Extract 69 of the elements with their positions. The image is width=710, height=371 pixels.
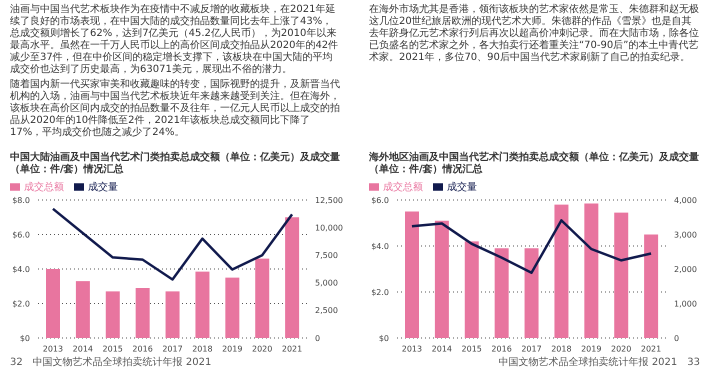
bar [76,281,90,338]
y2-tick-label: 0 [674,334,680,343]
bar [524,248,539,338]
x-tick-label: 2018 [551,344,572,354]
line-series [52,208,294,281]
bar [166,291,180,338]
text: 32 中国文物艺术品全球拍卖统计年报 2021 [10,357,212,369]
y-tick-label: $6.0 [12,230,30,240]
y2-tick-label: 5,000 [315,278,338,288]
chart-title: 海外地区油画及中国当代艺术门类拍卖总成交额（单位：亿美元）及成交量（单位：件/套）情况汇总 [369,152,700,176]
bar [46,269,60,338]
bar [255,258,270,338]
y-tick-label: $4.0 [371,242,389,251]
x-tick-label: 2013 [42,344,64,354]
y2-tick-label: 2,000 [674,264,697,274]
bar [614,212,628,338]
bar [106,291,120,338]
x-tick-label: 2017 [162,344,183,354]
x-tick-label: 2015 [462,344,482,354]
y2-tick-label: 4,000 [674,196,697,205]
text: 油画与中国当代艺术板块作为在疫情中不减反增的收藏板块，在2021年延续了良好的市场表现，在中国大陆的成交拍品数量同比去年上涨了43%，总成交额则增长了62%，达到7亿美元（45.2亿人民币），为2010年以来最高水平。虽然在一千万人民币以上的高价区间成交拍品从2020年的42件减少至37件，但在中价区间的稳定增长支撑下，该板块在中国大陆的平均成交价也达到了历史最高，为63071美元，展现出不俗的潜力。 [10,4,340,76]
y2-tick-label: 12,500 [315,196,343,205]
bar [464,241,479,338]
bar [584,203,598,338]
y2-tick-label: 10,000 [315,223,343,232]
bar [195,272,210,338]
y2-tick-label: 3,000 [674,230,697,240]
legend-label: 成交总额 [24,182,64,193]
y2-tick-label: 1,000 [674,299,697,308]
y2-tick-label: 2,500 [315,306,338,316]
y-tick-label: $0 [20,334,30,343]
text: 中国文物艺术品全球拍卖统计年报 2021 33 [498,357,700,369]
x-tick-label: 2017 [521,344,542,354]
x-tick-label: 2014 [72,344,94,354]
bar [285,217,300,338]
legend-label: 成交量 [88,182,118,193]
chart-title: 中国大陆油画及中国当代艺术门类拍卖总成交额（单位：亿美元）及成交量（单位：件/套）情况汇总 [10,152,341,176]
text: 随着国内新一代买家审美和收藏趣味的转变，国际视野的提升，及新晋当代机构的入场，油画与中国当代艺术板块近年来越来越受到关注。但在海外，该板块在高价区间内成交的拍品数量不及往年，一亿元人民币以上成交的拍品从2020年的10件降低至2件，2021年该板块总成交额同比下降了17%，平均成交价也随之减少了24%。 [10,79,341,139]
y-tick-label: $8.0 [12,196,30,205]
x-tick-label: 2019 [581,344,602,354]
bar [136,288,150,338]
y-tick-label: $0 [378,334,389,343]
y2-tick-label: 0 [315,334,320,343]
bar [434,220,449,338]
x-tick-label: 2020 [610,344,632,354]
bar [405,212,419,338]
x-tick-label: 2016 [132,344,153,354]
legend-label: 成交总额 [383,182,423,193]
x-tick-label: 2016 [491,344,512,354]
x-tick-label: 2014 [432,344,452,354]
x-tick-label: 2018 [192,344,213,354]
y-tick-label: $4.0 [12,264,30,274]
bar [644,234,658,338]
x-tick-label: 2021 [282,344,302,354]
bar [554,204,568,338]
y2-tick-label: 7,500 [315,251,338,260]
y-tick-label: $6.0 [371,196,389,205]
x-tick-label: 2020 [252,344,272,354]
bar [225,278,240,338]
x-tick-label: 2013 [402,344,422,354]
line-series [410,219,652,274]
y-tick-label: $2.0 [12,299,30,308]
x-tick-label: 2015 [102,344,123,354]
bar [494,248,509,338]
legend-label: 成交量 [447,182,477,193]
text: 在海外市场尤其是香港，领衔该板块的艺术家依然是常玉、朱德群和赵无极这几位20世纪旅居欧洲的现代艺术大师。朱德群的作品《雪景》也是自其去年跻身亿元艺术家行列后再次以超高价冲刺记录。而在大陆市场，除各位已负盛名的艺术家之外，各大拍卖行还着重关注“70-90后”的本土中青代艺术家。2021年，多位70、90后中国当代艺术家刷新了自己的拍卖纪录。 [369,4,700,64]
y-tick-label: $2.0 [371,288,389,297]
x-tick-label: 2019 [222,344,242,354]
x-tick-label: 2021 [640,344,662,354]
